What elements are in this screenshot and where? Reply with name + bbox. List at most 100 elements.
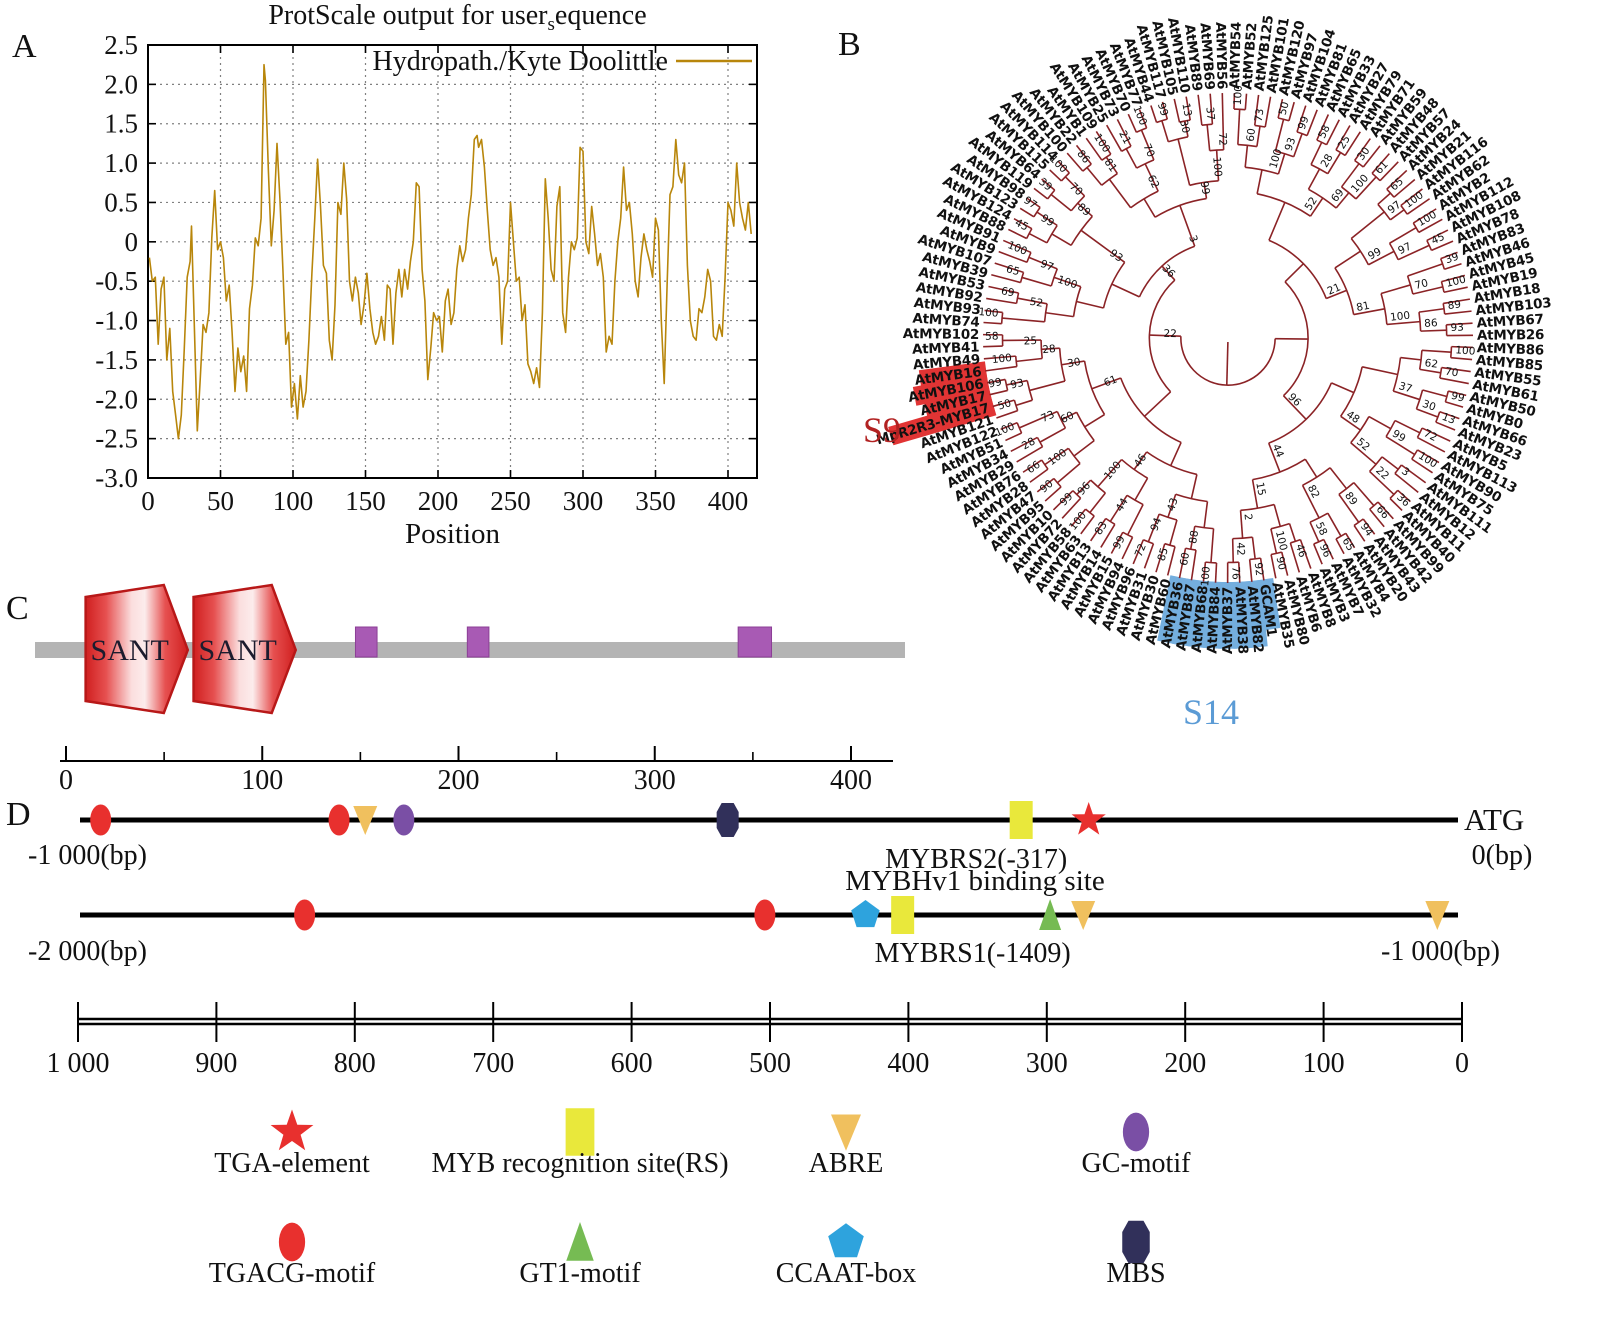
motif-marker-hexagon: [1122, 1220, 1150, 1264]
bootstrap-value: 70: [1067, 180, 1085, 198]
tree-branch: [1386, 320, 1421, 326]
tree-branch: [1185, 96, 1191, 121]
panel-b-letter: B: [838, 26, 861, 63]
tree-leaf-label: AtMYB82: [1244, 585, 1266, 653]
bootstrap-value: 70: [1414, 277, 1430, 292]
tree-branch: [1144, 163, 1159, 192]
tree-branch: [1061, 497, 1082, 519]
bp-ruler-tick-label: 900: [195, 1048, 237, 1079]
tree-branch: [1316, 114, 1330, 141]
bootstrap-value: 39: [1036, 176, 1054, 194]
tree-branch: [1143, 198, 1156, 218]
bootstrap-value: 61: [1373, 159, 1391, 177]
tree-branch: [1126, 504, 1144, 536]
tree-branch: [1041, 347, 1060, 351]
tree-branch: [1169, 519, 1178, 546]
bootstrap-value: 25: [1023, 335, 1037, 347]
tree-branch: [988, 285, 1019, 294]
bootstrap-value: 13: [1179, 102, 1193, 117]
tree-branch: [1138, 109, 1148, 129]
bootstrap-value: 93: [1009, 377, 1025, 392]
mybhv1-binding-site-title: MYBHv1 binding site: [845, 865, 1104, 897]
tree-branch: [1327, 152, 1342, 175]
y-tick-label: 2.0: [104, 69, 138, 99]
panel-d-letter: D: [6, 796, 31, 833]
legend-label: CCAAT-box: [776, 1258, 917, 1289]
tree-branch: [992, 399, 1015, 408]
motif-marker-triangle-up: [1039, 899, 1062, 930]
bootstrap-value: 100: [1056, 274, 1079, 292]
tree-branch: [1044, 486, 1062, 502]
bootstrap-value: 69: [1000, 285, 1015, 299]
tree-branch: [1353, 524, 1366, 542]
tree-branch: [1400, 356, 1422, 361]
bootstrap-value: 52: [1303, 195, 1320, 213]
bootstrap-value: 65: [1005, 263, 1021, 278]
bootstrap-value: 36: [1394, 491, 1412, 509]
tree-branch: [1070, 508, 1087, 527]
mybrs2-site-label: MYBRS2(-317): [885, 844, 1067, 875]
tree-branch: [1394, 419, 1421, 434]
tree-branch: [1143, 543, 1155, 569]
bootstrap-value: 43: [1165, 496, 1180, 512]
tree-branch: [1369, 508, 1385, 528]
tree-branch: [1006, 379, 1028, 386]
bootstrap-value: 97: [1386, 199, 1404, 217]
tree-branch: [1296, 105, 1307, 133]
tree-branch: [1264, 96, 1272, 128]
tree-branch: [1355, 176, 1377, 200]
mybrs1-site-label: MYBRS1(-1409): [875, 938, 1071, 969]
bootstrap-value: 93: [1283, 136, 1299, 153]
tree-leaf-label: AtMYB26: [1477, 327, 1544, 344]
bootstrap-value: 82: [1305, 483, 1322, 500]
tree-branch: [1412, 208, 1437, 224]
bootstrap-value: 81: [1355, 300, 1371, 314]
x-tick-label: 250: [490, 486, 531, 516]
tree-branch: [1066, 152, 1084, 172]
tree-branch: [1015, 399, 1033, 407]
tree-branch: [986, 297, 1017, 305]
tree-branch: [1140, 129, 1155, 161]
tree-branch: [1386, 169, 1408, 190]
tree-branch: [1110, 531, 1124, 554]
bootstrap-value: 42: [1234, 542, 1247, 556]
tree-branch: [1284, 263, 1305, 283]
bootstrap-value: 99: [1450, 390, 1466, 405]
tree-branch: [1085, 137, 1103, 161]
domain-ruler-tick-label: 400: [830, 765, 872, 790]
tree-branch: [1340, 415, 1361, 431]
tree-branch: [1312, 543, 1323, 565]
bootstrap-value: 28: [1020, 435, 1037, 452]
motif-marker-ellipse: [1122, 1112, 1150, 1152]
clade-highlight: [888, 397, 997, 446]
tree-branch: [1225, 341, 1229, 386]
bootstrap-value: 92: [1252, 562, 1265, 577]
bootstrap-value: 99: [1155, 101, 1170, 117]
tree-branch: [1190, 549, 1197, 581]
tree-branch: [1368, 250, 1395, 266]
tree-branch: [1393, 390, 1420, 401]
legend-label: MYB recognition site(RS): [431, 1148, 728, 1179]
motif-marker-square: [1009, 801, 1033, 839]
tree-branch: [1288, 101, 1295, 121]
tree-branch: [1440, 251, 1458, 260]
bootstrap-value: 30: [1421, 398, 1438, 414]
tree-branch: [991, 273, 1021, 284]
tree-branch: [1270, 528, 1278, 554]
tree-leaf-label: GCAM1: [1256, 583, 1280, 638]
bootstrap-value: 76: [1229, 566, 1241, 580]
tree-branch: [1418, 307, 1445, 313]
tree-branch: [1022, 459, 1043, 473]
tree-branch: [1451, 345, 1473, 349]
tree-leaf-label: AtMYB67: [1476, 311, 1544, 331]
bootstrap-value: 58: [1316, 123, 1333, 140]
tree-branch: [1045, 311, 1074, 318]
tree-branch: [1189, 526, 1196, 550]
hydropathy-plot: 2.5 2.0 1.5 1.0 0.5 0 -0.5 -1.0 -1.5 -2.0 -2.5 -3.0…: [95, 0, 758, 550]
bp-ruler-tick-label: 500: [749, 1048, 791, 1079]
bootstrap-value: 2: [1242, 513, 1255, 521]
legend-label: GC-motif: [1082, 1148, 1192, 1179]
tree-branch: [1267, 442, 1281, 473]
tree-branch: [1277, 98, 1284, 119]
bootstrap-value: 66: [1374, 503, 1392, 521]
